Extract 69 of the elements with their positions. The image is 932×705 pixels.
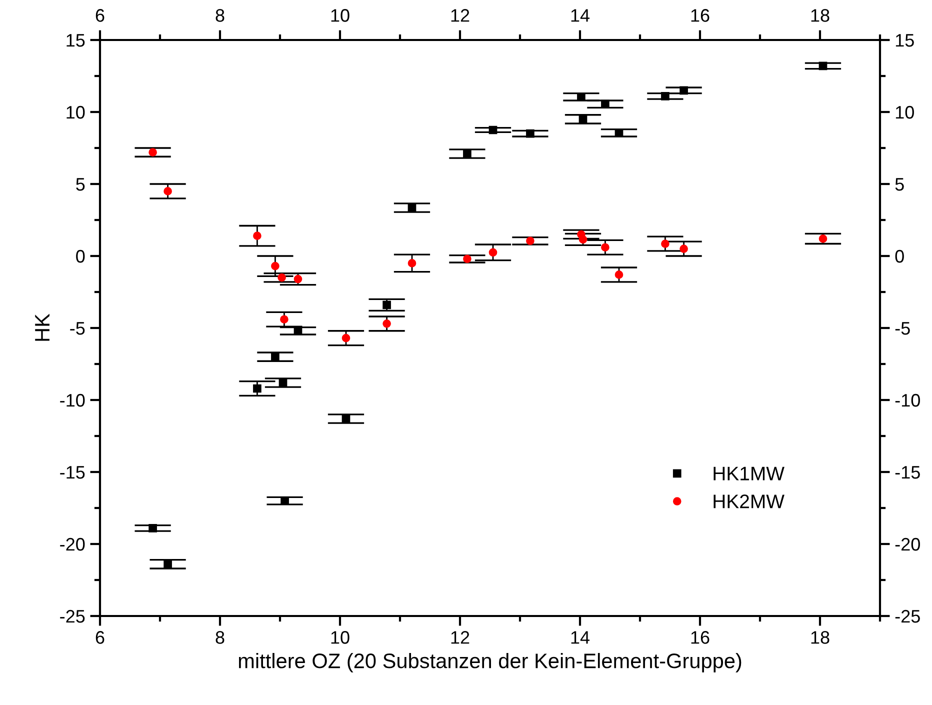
point (342, 414, 350, 423)
point (818, 234, 828, 243)
y2-tick-label: 15 (896, 34, 914, 47)
point (661, 240, 670, 248)
y-axis-title: HK (35, 314, 50, 341)
x-tick-label: 10 (331, 631, 350, 644)
y-tick-label: -15 (60, 466, 85, 479)
point (253, 232, 262, 240)
legend-label: HK2MW (714, 494, 784, 508)
point (578, 235, 588, 244)
point (614, 270, 624, 279)
point (526, 129, 534, 138)
y2-tick-label: 0 (895, 250, 904, 263)
x2-tick-label: 12 (451, 9, 470, 22)
point (253, 384, 262, 393)
point (408, 204, 416, 212)
y2-tick-label: -10 (895, 394, 920, 407)
point (463, 254, 472, 264)
y2-tick-label: 5 (895, 178, 904, 191)
x2-tick-label: 10 (331, 9, 350, 22)
point (680, 244, 688, 253)
point (342, 334, 350, 342)
point (271, 262, 280, 270)
y2-tick-label: 10 (896, 106, 914, 119)
point (382, 320, 391, 328)
x2-tick-label: 14 (571, 9, 590, 22)
point (818, 62, 828, 70)
point (164, 187, 172, 196)
y2-tick-label: -5 (895, 322, 910, 335)
point (526, 236, 534, 246)
y-tick-label: 0 (76, 250, 85, 263)
x2-tick-label: 16 (691, 9, 710, 22)
point (271, 352, 280, 361)
x-tick-label: 6 (96, 631, 104, 644)
x-tick-label: 12 (451, 631, 470, 644)
point (680, 86, 688, 95)
y-tick-label: 15 (66, 34, 85, 47)
y-tick-label: 5 (76, 178, 85, 191)
y2-tick-label: -20 (895, 538, 920, 551)
point (280, 315, 288, 324)
point (578, 115, 588, 124)
x2-tick-label: 8 (216, 9, 224, 22)
y-tick-label: -20 (60, 538, 85, 551)
x-tick-label: 16 (691, 631, 710, 644)
point (164, 560, 172, 568)
point (661, 92, 670, 100)
x-tick-label: 8 (216, 631, 224, 644)
y-tick-label: -25 (60, 610, 85, 623)
x-axis-title: mittlere OZ (20 Substanzen der Kein-Element-Gruppe) (238, 652, 742, 672)
point (408, 259, 416, 268)
point (488, 126, 498, 134)
y-tick-label: 10 (66, 106, 85, 119)
x-tick-label: 14 (571, 631, 590, 644)
point (278, 273, 286, 282)
point (463, 150, 472, 158)
y-tick-label: -10 (60, 394, 85, 407)
point (601, 243, 610, 252)
point (148, 524, 157, 532)
y2-tick-label: -25 (895, 610, 920, 623)
point (488, 248, 498, 257)
legend-label: HK1MW (714, 466, 784, 480)
point (278, 378, 288, 387)
x-tick-label: 18 (811, 631, 830, 644)
y2-tick-label: -15 (895, 466, 920, 479)
point (382, 300, 391, 310)
point (148, 148, 157, 156)
x2-tick-label: 6 (96, 9, 104, 22)
x2-tick-label: 18 (811, 9, 830, 22)
y-tick-label: -5 (70, 322, 85, 335)
